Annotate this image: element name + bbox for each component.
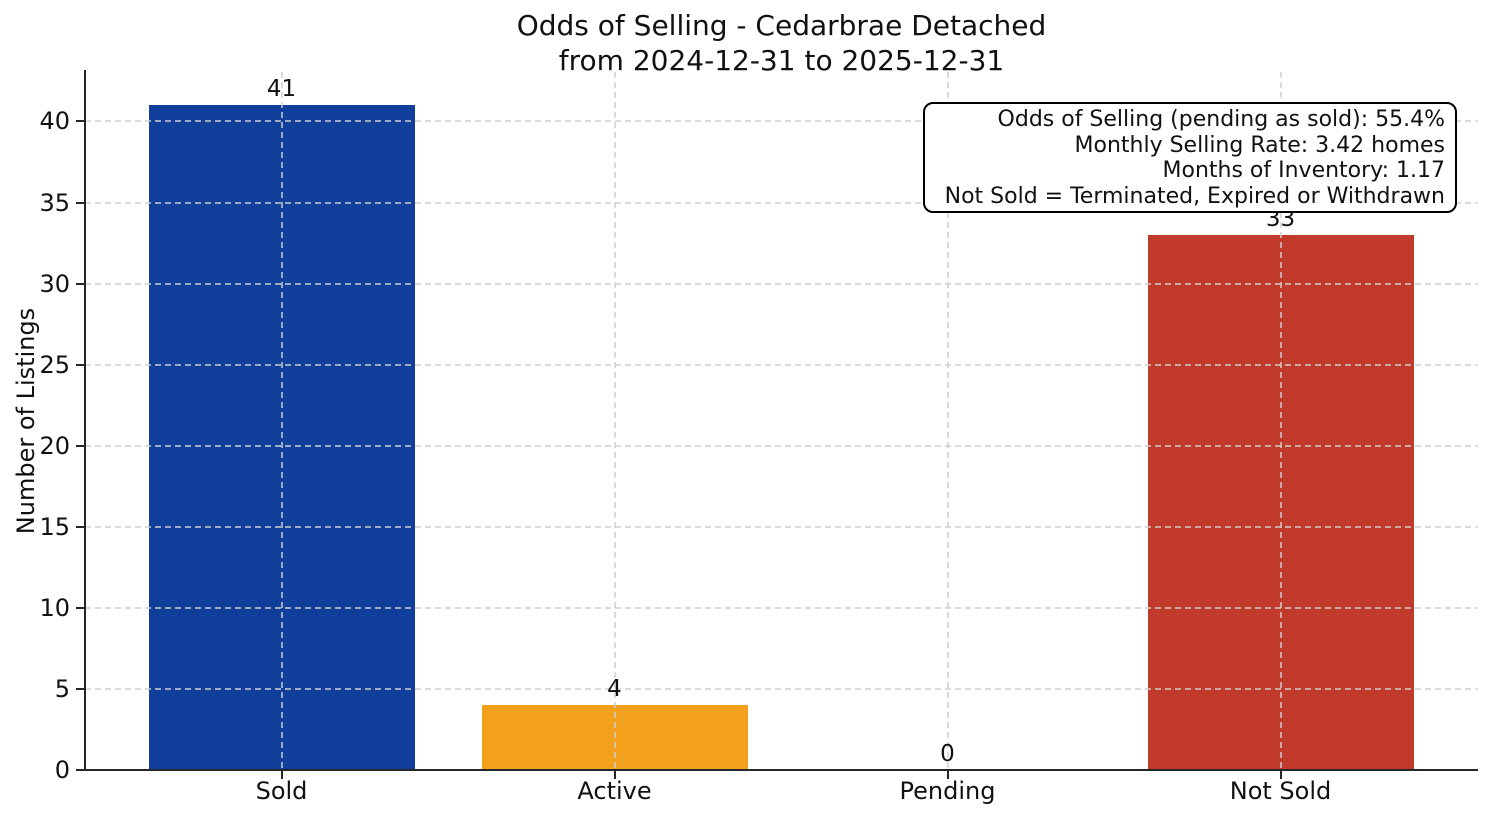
x-category-label-pending: Pending xyxy=(899,777,996,805)
gridline-y-30 xyxy=(85,282,1478,285)
gridline-vertical-pending xyxy=(946,72,949,770)
annotation-months-of-inventory: Months of Inventory: 1.17 xyxy=(1162,158,1445,183)
y-tick-label-35: 35 xyxy=(39,188,70,217)
y-tick-label-10: 10 xyxy=(39,593,70,622)
chart-title-line1: Odds of Selling - Cedarbrae Detached xyxy=(516,9,1047,42)
gridline-y-5 xyxy=(85,687,1478,690)
annotation-not-sold-definition: Not Sold = Terminated, Expired or Withdr… xyxy=(944,183,1445,209)
stats-annotation-box: Odds of Selling (pending as sold): 55.4%… xyxy=(923,102,1457,213)
x-category-label-not-sold: Not Sold xyxy=(1229,777,1332,805)
y-tick-mark-0 xyxy=(76,769,84,771)
x-tick-mark-sold xyxy=(280,771,283,779)
y-tick-label-30: 30 xyxy=(39,269,70,298)
bar-value-label-sold: 41 xyxy=(266,76,297,103)
y-axis-spine xyxy=(84,70,86,771)
y-tick-mark-10 xyxy=(76,606,84,609)
gridline-y-40 xyxy=(85,120,1478,123)
bar-value-label-pending: 0 xyxy=(940,741,955,767)
bar-value-label-active: 4 xyxy=(607,676,622,703)
y-tick-mark-25 xyxy=(76,363,84,366)
gridline-y-10 xyxy=(85,606,1478,609)
y-tick-mark-35 xyxy=(76,201,84,204)
y-tick-label-40: 40 xyxy=(39,107,70,136)
x-axis-spine xyxy=(85,769,1478,771)
gridline-vertical-sold xyxy=(280,72,283,770)
y-tick-mark-30 xyxy=(76,282,84,285)
x-tick-mark-pending xyxy=(946,771,949,779)
y-tick-label-25: 25 xyxy=(39,350,70,379)
y-tick-label-15: 15 xyxy=(39,512,70,541)
y-tick-mark-15 xyxy=(76,525,84,528)
x-category-label-sold: Sold xyxy=(255,777,308,805)
chart-title: Odds of Selling - Cedarbrae Detached fro… xyxy=(85,8,1478,78)
x-category-label-active: Active xyxy=(577,777,652,805)
y-tick-mark-5 xyxy=(76,687,84,690)
x-tick-mark-not-sold xyxy=(1279,771,1282,779)
y-tick-label-0: 0 xyxy=(54,756,70,784)
y-tick-mark-20 xyxy=(76,444,84,447)
gridline-vertical-active xyxy=(613,72,616,770)
y-tick-label-20: 20 xyxy=(39,431,70,460)
gridline-y-20 xyxy=(85,444,1478,447)
gridline-y-25 xyxy=(85,363,1478,366)
y-axis-label: Number of Listings xyxy=(12,307,40,535)
y-tick-label-5: 5 xyxy=(54,674,70,703)
chart-title-line2: from 2024-12-31 to 2025-12-31 xyxy=(558,44,1005,77)
gridline-y-35 xyxy=(85,201,1478,204)
annotation-monthly-selling-rate: Monthly Selling Rate: 3.42 homes xyxy=(1074,132,1445,158)
x-tick-mark-active xyxy=(613,771,616,779)
gridline-vertical-not-sold xyxy=(1279,72,1282,770)
y-tick-mark-40 xyxy=(76,120,84,123)
annotation-odds-of-selling: Odds of Selling (pending as sold): 55.4% xyxy=(997,107,1445,132)
gridline-y-15 xyxy=(85,525,1478,528)
